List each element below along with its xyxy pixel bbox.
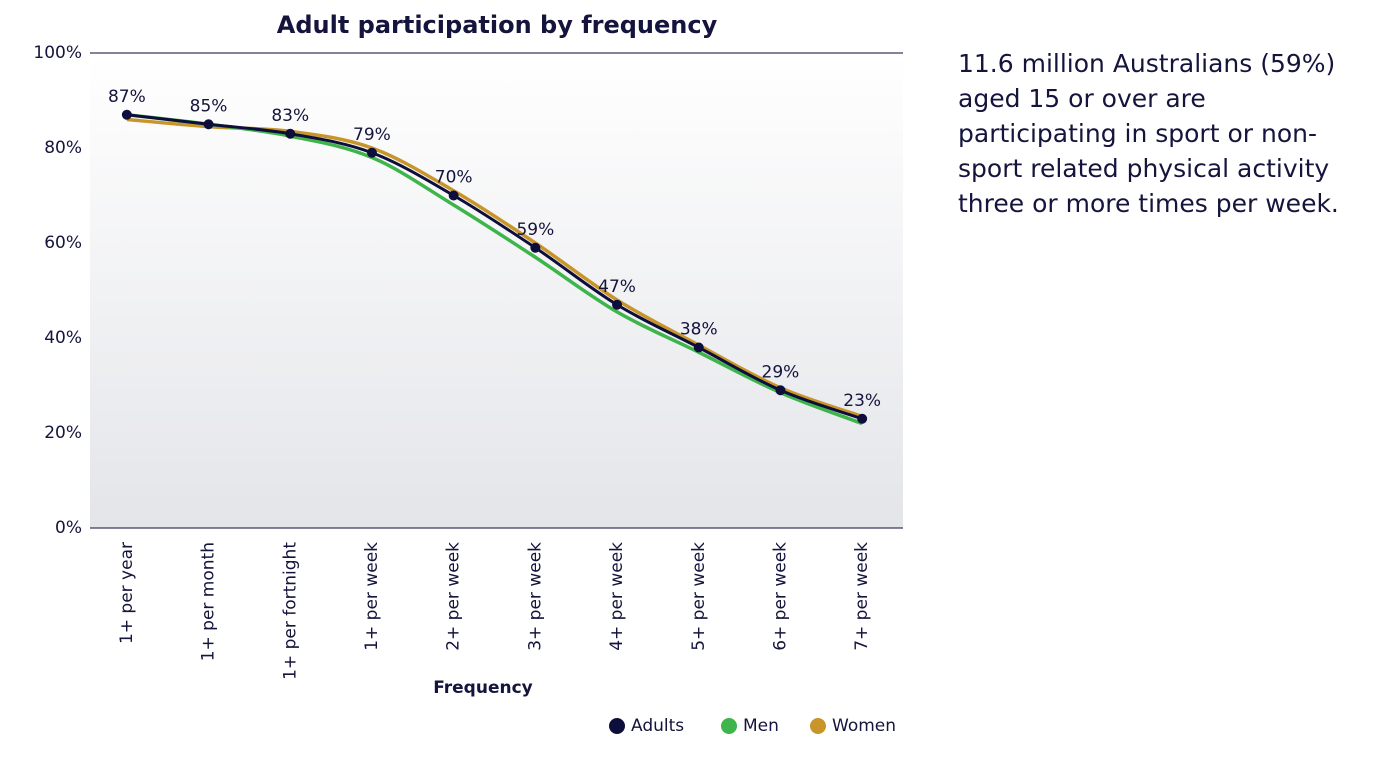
side-text: 11.6 million Australians (59%) aged 15 o… [958, 49, 1339, 218]
x-tick-label: 6+ per week [770, 542, 790, 651]
data-label: 38% [680, 320, 718, 340]
x-tick-label: 4+ per week [607, 542, 627, 651]
x-tick-label: 1+ per fortnight [280, 542, 300, 680]
legend-marker [609, 718, 625, 734]
data-label: 83% [271, 106, 309, 126]
point [775, 385, 786, 396]
data-label: 23% [843, 391, 881, 411]
point [285, 128, 296, 139]
data-label: 47% [598, 277, 636, 297]
chart-title: Adult participation by frequency [277, 11, 718, 39]
point [203, 119, 214, 130]
legend-marker [721, 718, 737, 734]
series-line [126, 113, 863, 421]
data-label: 59% [516, 220, 554, 240]
legend-label: Women [832, 716, 896, 736]
data-label: 70% [435, 168, 473, 188]
y-tick-label: 40% [44, 328, 82, 348]
x-tick-label: 7+ per week [852, 542, 872, 651]
data-label: 79% [353, 125, 391, 145]
x-tick-label: 1+ per month [199, 542, 219, 661]
point [612, 299, 623, 310]
point [693, 342, 704, 353]
x-tick-label: 2+ per week [444, 542, 464, 651]
y-tick-label: 100% [33, 43, 82, 63]
plot-area [90, 53, 903, 528]
y-tick-label: 20% [44, 423, 82, 443]
chart: Adult participation by frequency Frequen… [33, 11, 903, 736]
legend-label: Adults [631, 716, 684, 736]
x-axis-label: Frequency [433, 678, 533, 698]
x-tick-label: 5+ per week [689, 542, 709, 651]
y-tick-label: 0% [55, 518, 82, 538]
point [857, 413, 868, 424]
legend-marker [810, 718, 826, 734]
data-label: 29% [762, 362, 800, 382]
y-tick-label: 60% [44, 233, 82, 253]
x-tick-label: 3+ per week [525, 542, 545, 651]
x-tick-label: 1+ per year [117, 542, 137, 644]
legend-label: Men [743, 716, 779, 736]
point [448, 190, 459, 201]
data-label: 85% [190, 96, 228, 116]
data-label: 87% [108, 87, 146, 107]
point [121, 109, 132, 120]
y-tick-label: 80% [44, 138, 82, 158]
x-tick-label: 1+ per week [362, 542, 382, 651]
point [366, 147, 377, 158]
point [530, 242, 541, 253]
